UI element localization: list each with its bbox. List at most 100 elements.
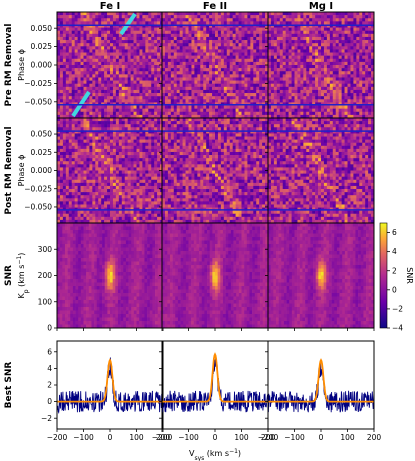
ccf-cell: [154, 89, 158, 94]
ccf-cell: [107, 210, 111, 215]
ccf-cell: [182, 40, 186, 44]
ccf-cell: [212, 77, 216, 81]
ccf-cell: [74, 195, 78, 199]
ccf-cell: [321, 40, 325, 44]
ccf-cell: [80, 118, 84, 122]
ccf-cell: [167, 12, 172, 16]
ccf-cell: [112, 21, 117, 25]
ccf-cell: [250, 21, 254, 25]
ccf-cell: [220, 46, 225, 50]
ccf-cell: [59, 30, 64, 35]
ccf-cell: [265, 24, 268, 28]
ccf-cell: [247, 21, 251, 25]
ccf-cell: [130, 12, 134, 16]
ccf-cell: [285, 52, 289, 56]
ccf-cell: [107, 133, 111, 137]
ccf-cell: [80, 49, 84, 53]
ccf-cell: [282, 96, 286, 100]
ccf-cell: [338, 65, 342, 69]
ccf-cell: [303, 36, 307, 41]
ccf-cell: [107, 155, 111, 159]
ccf-cell: [59, 71, 64, 75]
ccf-cell: [130, 111, 134, 116]
ccf-cell: [203, 86, 207, 91]
ccf-cell: [80, 124, 84, 128]
ccf-cell: [59, 164, 64, 168]
ccf-cell: [83, 179, 87, 184]
ccf-cell: [312, 58, 316, 63]
ccf-cell: [206, 86, 210, 91]
ccf-cell: [62, 105, 67, 109]
ccf-cell: [86, 61, 90, 66]
ccf-cell: [297, 71, 301, 75]
ccf-cell: [276, 55, 281, 60]
ccf-cell: [226, 55, 231, 60]
ccf-cell: [191, 18, 195, 22]
ccf-cell: [256, 111, 260, 116]
ccf-cell: [130, 216, 134, 221]
ccf-cell: [194, 30, 198, 35]
ccf-cell: [329, 15, 334, 19]
ccf-cell: [133, 111, 137, 116]
ccf-cell: [62, 96, 67, 100]
ccf-cell: [294, 80, 298, 85]
ccf-cell: [139, 201, 143, 205]
ccf-cell: [273, 43, 278, 47]
ccf-cell: [110, 93, 114, 97]
ccf-cell: [121, 213, 126, 218]
ccf-cell: [110, 89, 114, 94]
ccf-cell: [359, 108, 363, 113]
ccf-cell: [200, 83, 204, 88]
ccf-cell: [338, 61, 342, 66]
ccf-cell: [362, 55, 366, 60]
ccf-cell: [247, 33, 251, 38]
ccf-cell: [104, 170, 108, 174]
ccf-cell: [332, 24, 337, 28]
ccf-cell: [182, 65, 186, 69]
ccf-cell: [285, 99, 289, 103]
ccf-cell: [164, 83, 169, 88]
ccf-cell: [145, 195, 149, 199]
ccf-cell: [170, 74, 175, 78]
ccf-cell: [321, 18, 325, 22]
ccf-cell: [77, 40, 81, 44]
ccf-cell: [321, 58, 325, 63]
ccf-cell: [270, 61, 275, 66]
ccf-cell: [229, 105, 233, 109]
ccf-cell: [130, 65, 134, 69]
ccf-cell: [62, 204, 67, 208]
ccf-cell: [368, 65, 372, 69]
ccf-cell: [318, 89, 322, 94]
ccf-cell: [356, 111, 360, 116]
ccf-cell: [157, 12, 161, 16]
ccf-cell: [136, 24, 140, 28]
ccf-cell: [164, 99, 169, 103]
ccf-cell: [247, 114, 251, 118]
ccf-cell: [162, 93, 166, 97]
ccf-cell: [95, 201, 99, 205]
ccf-cell: [130, 182, 134, 187]
ccf-cell: [112, 12, 117, 16]
ccf-cell: [98, 80, 102, 85]
ccf-cell: [182, 36, 186, 41]
ccf-cell: [270, 46, 275, 50]
ccf-cell: [232, 15, 236, 19]
ccf-cell: [86, 111, 90, 116]
ccf-cell: [68, 52, 73, 56]
ccf-cell: [315, 40, 319, 44]
ccf-cell: [130, 121, 134, 125]
ccf-cell: [157, 93, 161, 97]
ccf-cell: [250, 30, 254, 35]
ccf-cell: [95, 189, 99, 193]
ccf-cell: [335, 43, 339, 47]
ccf-cell: [185, 15, 189, 19]
ccf-cell: [191, 96, 195, 100]
ccf-cell: [285, 24, 289, 28]
ccf-cell: [356, 61, 360, 66]
ccf-cell: [130, 89, 134, 94]
ccf-cell: [220, 77, 225, 81]
ccf-cell: [112, 124, 117, 128]
ccf-cell: [148, 55, 152, 60]
ccf-cell: [191, 83, 195, 88]
ccf-cell: [359, 86, 363, 91]
